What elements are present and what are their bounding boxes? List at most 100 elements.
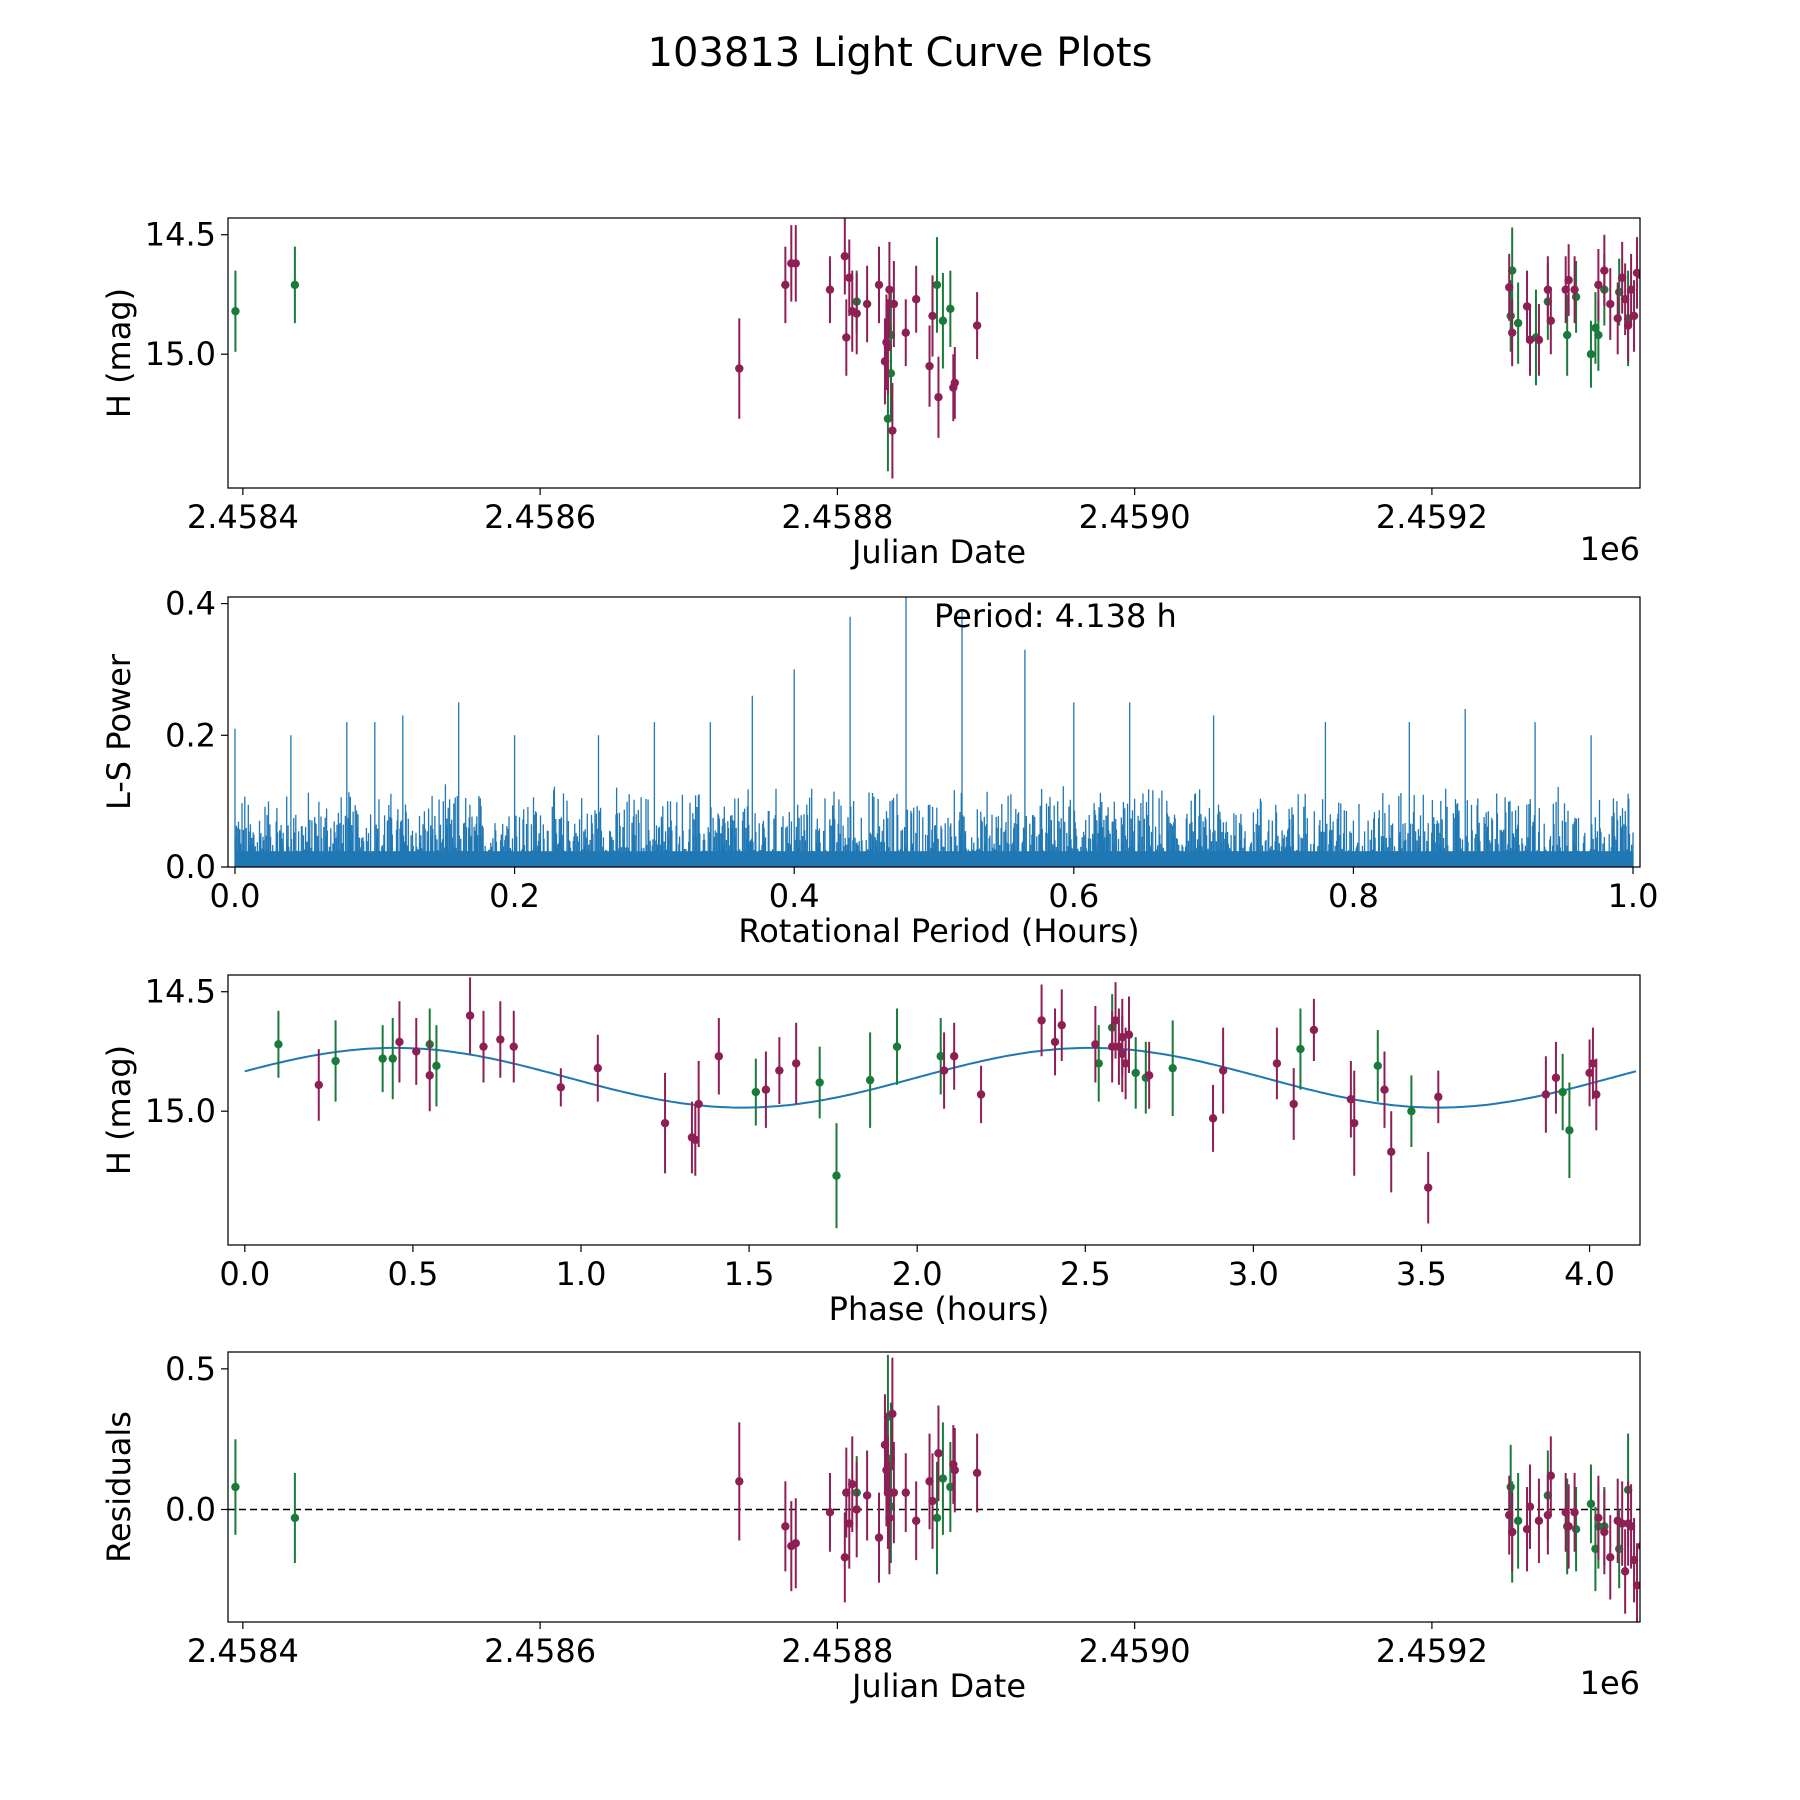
data-point: [885, 1513, 894, 1523]
data-point: [660, 1118, 670, 1128]
data-point: [842, 333, 851, 342]
data-point: [885, 285, 894, 294]
data-point: [1570, 285, 1579, 294]
data-point: [825, 285, 835, 294]
data-point: [1586, 1499, 1596, 1509]
y-axis-label: H (mag): [100, 1045, 138, 1175]
y-axis-label: L-S Power: [100, 653, 138, 810]
x-tick-label: 2.4588: [781, 498, 893, 536]
panels: 2.4584 2.4586 2.4588 2.4590 2.4592 15.0 14.5 Ju…: [100, 216, 1658, 1705]
data-point: [1050, 1037, 1060, 1047]
x-tick-label: 2.4586: [484, 498, 596, 536]
x-tick-label: 4.0: [1564, 1255, 1615, 1293]
data-point: [1057, 1020, 1066, 1030]
data-point: [1558, 1087, 1567, 1097]
data-point: [556, 1083, 566, 1092]
data-point: [432, 1061, 441, 1070]
data-point: [1168, 1063, 1177, 1073]
data-point: [1525, 335, 1535, 345]
data-point: [1507, 1527, 1517, 1537]
x-tick-label: 2.4584: [187, 498, 299, 536]
data-point: [1525, 1502, 1535, 1511]
series-series-b: [735, 218, 1640, 479]
data-point: [331, 1056, 340, 1066]
data-point: [932, 1513, 942, 1523]
data-point: [815, 1078, 824, 1087]
data-point: [1289, 1099, 1298, 1109]
data-point: [892, 1042, 902, 1051]
x-tick-label: 2.4592: [1376, 1632, 1488, 1670]
data-point: [1586, 349, 1596, 359]
data-point: [735, 1477, 744, 1486]
data-point: [791, 259, 800, 268]
data-point: [976, 1090, 986, 1099]
data-point: [1570, 1508, 1579, 1517]
series-series-b: [314, 977, 1601, 1224]
data-point: [1094, 1059, 1103, 1068]
data-point: [1600, 266, 1609, 275]
data-point: [1606, 1553, 1615, 1562]
x-tick-label: 1.0: [1608, 877, 1659, 915]
data-point: [848, 1479, 857, 1489]
data-point: [928, 1496, 937, 1506]
y-tick-label: 14.5: [145, 973, 216, 1011]
x-tick-label: 0.5: [387, 1255, 438, 1293]
x-axis-label: Julian Date: [850, 1667, 1026, 1705]
data-point: [751, 1087, 761, 1097]
data-point: [939, 1066, 949, 1075]
x-tick-label: 2.4584: [187, 1632, 299, 1670]
axes-frame: [227, 217, 1641, 489]
data-point: [1606, 299, 1615, 309]
data-point: [781, 1522, 790, 1531]
data-point: [1296, 1044, 1305, 1054]
data-point: [928, 311, 937, 321]
data-point: [1541, 1090, 1551, 1099]
data-point: [1037, 1016, 1046, 1025]
data-point: [479, 1042, 488, 1051]
data-point: [1546, 1471, 1556, 1480]
data-point: [1309, 1025, 1319, 1035]
data-point: [694, 1099, 703, 1109]
data-point: [1118, 1049, 1127, 1059]
data-point: [496, 1035, 505, 1044]
data-point: [1111, 1016, 1120, 1025]
x-tick-label: 3.5: [1396, 1255, 1447, 1293]
data-point: [1507, 328, 1517, 337]
x-tick-label: 2.0: [892, 1255, 943, 1293]
data-point: [1632, 1581, 1640, 1590]
y-tick-label: 0.4: [165, 585, 216, 623]
plot-area: [228, 1354, 1640, 1622]
data-point: [840, 1553, 850, 1562]
data-point: [1114, 1042, 1124, 1051]
data-point: [761, 1085, 771, 1094]
plot-area: [231, 218, 1640, 479]
data-point: [1637, 271, 1640, 280]
periodogram-baseband: [234, 851, 1634, 867]
data-point: [1091, 1040, 1100, 1049]
data-point: [1121, 1059, 1130, 1068]
data-point: [1424, 1183, 1433, 1192]
data-point: [888, 1409, 897, 1419]
data-point: [972, 1468, 982, 1478]
data-point: [1272, 1059, 1282, 1068]
x-axis-label: Julian Date: [850, 533, 1026, 571]
data-point: [1571, 292, 1581, 302]
data-point: [290, 280, 300, 290]
data-point: [1551, 1073, 1561, 1082]
x-tick-label: 0.2: [489, 877, 540, 915]
data-point: [378, 1054, 387, 1063]
data-point: [388, 1054, 397, 1063]
data-point: [231, 1482, 240, 1492]
data-point: [874, 1533, 884, 1542]
series-series-b: [735, 1357, 1640, 1622]
x-tick-label: 1.0: [556, 1255, 607, 1293]
data-point: [889, 299, 899, 309]
data-point: [714, 1052, 724, 1061]
x-tick-label: 1.5: [724, 1255, 775, 1293]
axes-frame: [227, 974, 1641, 1246]
data-point: [946, 304, 955, 313]
x-offset-label: 1e6: [1580, 530, 1640, 568]
